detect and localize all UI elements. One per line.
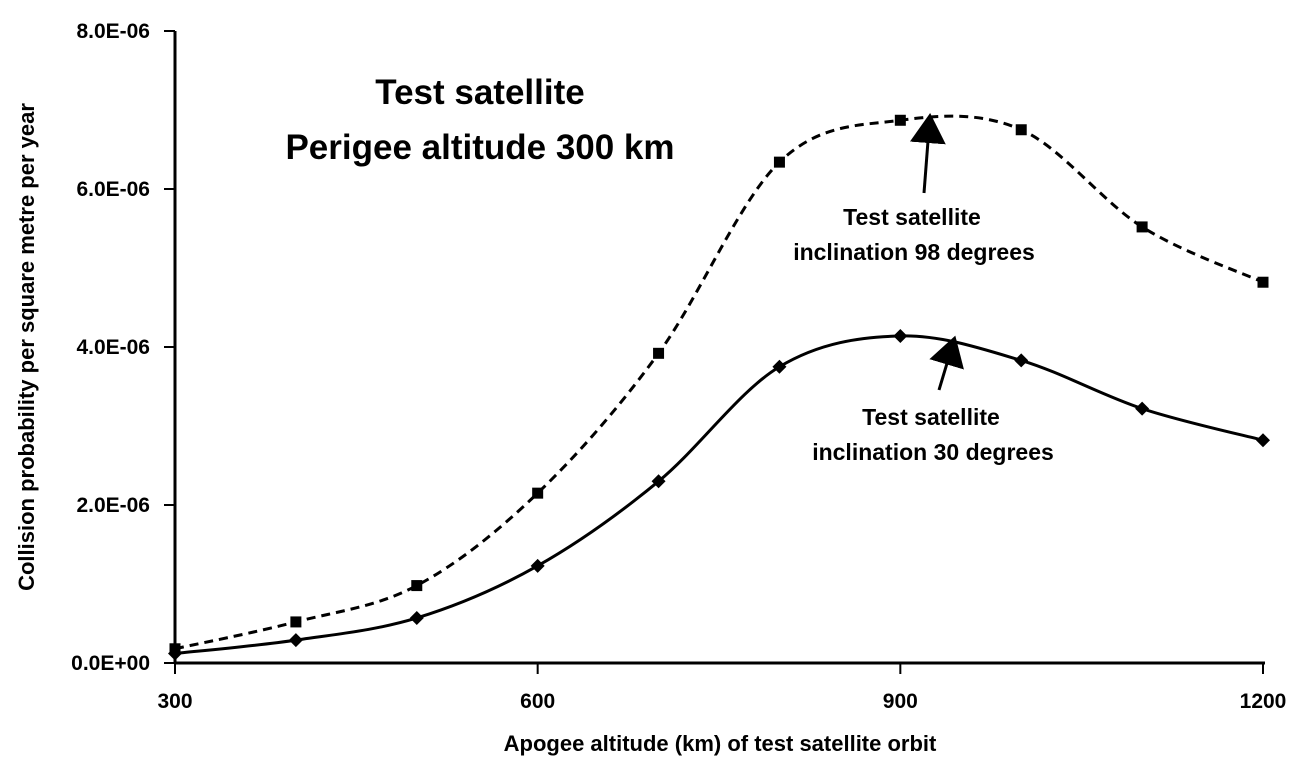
y-tick-label: 0.0E+00 [71, 652, 150, 675]
data-point-diamond [530, 558, 545, 573]
x-ticks: 300 600 900 1200 [157, 663, 1286, 713]
series-layer [168, 114, 1270, 661]
y-tick-label: 4.0E-06 [76, 336, 150, 359]
data-point-square [653, 347, 665, 359]
x-axis-title: Apogee altitude (km) of test satellite o… [504, 731, 937, 756]
data-point-square [1136, 221, 1148, 233]
annotation-98-line-2: inclination 98 degrees [793, 239, 1035, 265]
y-axis-title: Collision probability per square metre p… [14, 103, 39, 591]
data-point-diamond [168, 646, 182, 661]
y-tick-label: 8.0E-06 [76, 20, 150, 43]
x-tick-label: 300 [157, 690, 192, 713]
y-ticks: 0.0E+00 2.0E-06 4.0E-06 6.0E-06 8.0E-06 [71, 20, 175, 675]
annotation-98-line-1: Test satellite [843, 204, 981, 230]
data-point-diamond [1256, 433, 1270, 448]
data-point-diamond [1135, 401, 1150, 416]
data-point-square [290, 616, 302, 628]
x-tick-label: 600 [520, 690, 555, 713]
series-line-dashed [174, 114, 1264, 651]
data-point-diamond [288, 633, 303, 648]
annotation-30-line-1: Test satellite [862, 404, 1000, 430]
data-point-square [532, 487, 544, 499]
y-tick-label: 2.0E-06 [76, 494, 150, 517]
data-point-square [894, 114, 906, 126]
data-point-diamond [651, 474, 666, 489]
annotation-98-arrow [909, 113, 946, 194]
data-point-square [1015, 124, 1027, 136]
annotation-30-arrow [929, 335, 964, 391]
data-point-square [411, 580, 423, 592]
data-point-square [1257, 276, 1269, 288]
series-line-solid [174, 334, 1264, 656]
chart-title-line-1: Test satellite [375, 73, 584, 112]
data-point-diamond [772, 359, 787, 374]
x-tick-label: 900 [883, 690, 918, 713]
data-point-diamond [1014, 353, 1029, 368]
annotation-30-line-2: inclination 30 degrees [812, 439, 1054, 465]
data-point-diamond [893, 328, 908, 343]
data-point-square [773, 156, 785, 168]
chart-title-line-2: Perigee altitude 300 km [285, 128, 674, 167]
x-tick-label: 1200 [1240, 690, 1287, 713]
y-tick-label: 6.0E-06 [76, 178, 150, 201]
data-point-diamond [409, 610, 424, 625]
